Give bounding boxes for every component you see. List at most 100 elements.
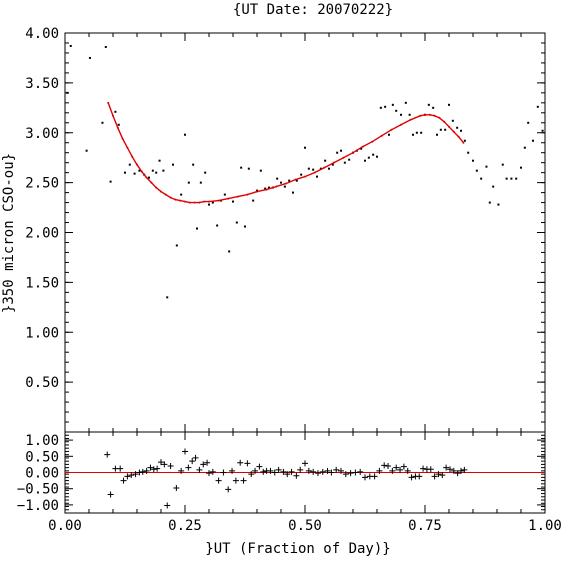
residual-point [404, 467, 411, 474]
data-point [467, 151, 470, 154]
data-point [69, 44, 72, 47]
x-tick-label: 0.25 [168, 518, 202, 534]
fit-curve-point [131, 155, 134, 158]
data-point [128, 163, 131, 166]
data-point [427, 103, 430, 106]
main-y-tick-label: 3.00 [25, 126, 59, 142]
main-plot-frame [64, 32, 546, 433]
fit-curve-point [438, 116, 441, 119]
fit-curve-point [352, 151, 354, 154]
residual-point [324, 467, 331, 474]
data-point [367, 156, 370, 159]
residual-point [319, 468, 326, 475]
fit-curve-point [246, 193, 249, 196]
data-point [264, 187, 267, 190]
data-point [324, 159, 327, 162]
fit-curve-point [107, 101, 110, 104]
data-point [124, 171, 126, 174]
residual-point [139, 468, 146, 475]
data-point [300, 173, 303, 176]
fit-curve-point [217, 199, 220, 202]
data-point [192, 163, 195, 166]
residual-point [232, 477, 239, 484]
data-point [66, 91, 69, 94]
residual-point [206, 470, 212, 477]
data-point [520, 166, 522, 169]
fit-curve-point [174, 198, 177, 201]
data-point [532, 139, 534, 142]
fit-curve-point [452, 130, 455, 133]
residual-point [347, 470, 354, 477]
data-point [395, 109, 398, 112]
data-point [312, 168, 315, 171]
residual-point [267, 467, 274, 474]
data-point [536, 105, 539, 108]
residual-point [147, 464, 154, 471]
residual-point [120, 477, 127, 484]
x-axis-title: }UT (Fraction of Day)} [205, 541, 390, 557]
data-point [252, 199, 255, 202]
data-point [199, 181, 202, 184]
fit-curve-point [371, 140, 374, 143]
data-point [391, 103, 394, 106]
data-point [408, 113, 411, 116]
resid-y-tick-label: 1.00 [25, 433, 59, 449]
residual-point [167, 463, 174, 470]
data-point [348, 158, 351, 161]
fit-curve-point [323, 166, 326, 169]
fit-curve-point [193, 201, 196, 204]
data-point [510, 177, 513, 180]
fit-curve-point [390, 128, 393, 131]
residual-point [189, 458, 196, 465]
data-point [228, 250, 231, 253]
residual-point [117, 465, 124, 472]
x-tick-label: 1.00 [528, 518, 562, 534]
residual-point [431, 473, 438, 480]
residual-point [260, 468, 267, 475]
data-point [235, 221, 238, 224]
fit-curve-point [160, 190, 162, 193]
fit-curve-point [208, 200, 210, 203]
data-point [360, 147, 363, 150]
fit-curve-point [275, 185, 278, 188]
fit-curve-point [169, 196, 172, 199]
data-point [340, 149, 342, 152]
data-point [420, 131, 423, 134]
residual-point [240, 477, 247, 484]
residual-point [124, 473, 131, 480]
main-y-tick-label: 0.50 [25, 375, 59, 391]
data-point [151, 169, 154, 172]
main-y-tick-label: 1.50 [25, 275, 59, 291]
residual-point [173, 485, 180, 492]
data-point [480, 177, 483, 180]
data-point [400, 113, 402, 116]
fit-curve-point [448, 125, 450, 128]
fit-curve-point [145, 176, 148, 179]
data-point [541, 129, 544, 132]
residual-point [314, 470, 321, 477]
data-point [343, 161, 346, 164]
data-point [155, 171, 158, 174]
residual-point [252, 467, 259, 474]
data-point [384, 105, 387, 108]
data-point [232, 200, 234, 203]
residual-point [305, 467, 312, 474]
fit-curve-point [198, 201, 201, 204]
data-point [501, 163, 504, 166]
residual-point [161, 461, 168, 468]
fit-curve-point [126, 146, 129, 149]
data-point [259, 169, 262, 172]
data-point [208, 203, 210, 206]
fit-curve-point [116, 126, 119, 129]
residual-point [128, 472, 135, 479]
data-point [376, 155, 378, 158]
fit-curve-point [265, 188, 268, 191]
fit-curve-point [164, 193, 167, 196]
residual-point [393, 464, 400, 471]
data-point [276, 177, 279, 180]
fit-curve-point [121, 137, 124, 140]
fit-curve-point [179, 199, 182, 202]
data-point [451, 119, 454, 122]
data-point [432, 106, 435, 109]
residual-point [310, 468, 317, 475]
